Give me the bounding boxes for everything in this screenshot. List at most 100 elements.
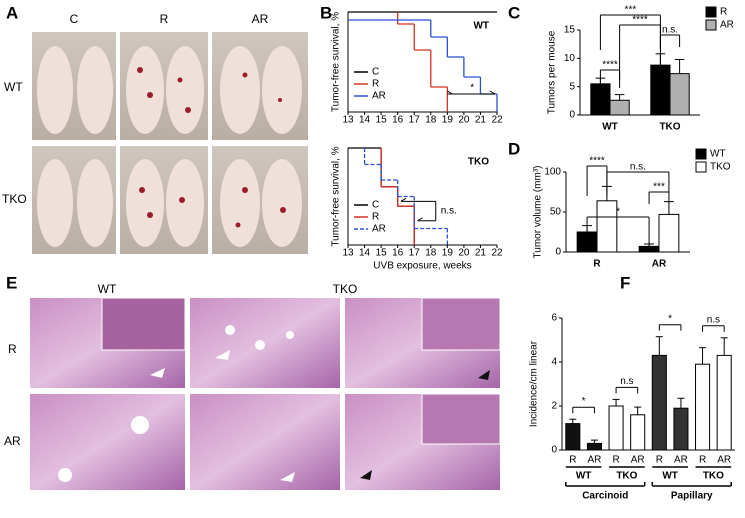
x-tick-label: WT: [602, 122, 618, 133]
x-tick-label: 15: [376, 248, 388, 259]
legend-label: C: [372, 67, 379, 78]
bar: [638, 245, 660, 253]
x-tick-label: 15: [376, 115, 388, 126]
annotation: *: [470, 83, 474, 94]
x-tick-label: 14: [359, 115, 371, 126]
x-tick-label: 21: [475, 248, 487, 259]
x-tick-label: AR: [674, 455, 688, 466]
annotation: *: [616, 207, 620, 218]
group-label: TKO: [703, 471, 724, 482]
x-tick-label: 22: [491, 115, 503, 126]
annotation: ***: [625, 5, 637, 16]
group-label: WT: [576, 471, 592, 482]
x-tick-label: R: [569, 455, 576, 466]
row-label: WT: [4, 80, 23, 94]
mouse-photos: [32, 32, 308, 254]
x-tick-label: 18: [425, 115, 437, 126]
column-label: AR: [252, 12, 269, 26]
column-label: WT: [98, 282, 117, 296]
y-tick-label: 0: [569, 110, 575, 121]
x-tick-label: 16: [392, 115, 404, 126]
bar: [651, 354, 667, 451]
row-label: R: [8, 342, 17, 356]
legend-label: AR: [372, 224, 386, 235]
annotation: n.s.: [662, 25, 678, 36]
column-label: R: [160, 12, 169, 26]
bar: [630, 414, 646, 451]
legend-label: AR: [372, 91, 386, 102]
bar: [716, 354, 732, 451]
legend-label: R: [372, 79, 379, 90]
legend-label: R: [372, 212, 379, 223]
arrow-head: [400, 197, 407, 202]
annotation: ****: [632, 15, 648, 26]
x-axis-label: UVB exposure, weeks: [373, 261, 471, 272]
bar: [673, 407, 689, 451]
y-axis-label: Tumor volume (mm³): [533, 166, 544, 259]
column-label: C: [70, 12, 79, 26]
x-tick-label: 14: [359, 248, 371, 259]
bar: [608, 405, 624, 451]
annotation: n.s.: [630, 162, 646, 173]
photo-labels: C R AR WT TKO WT TKO R AR: [2, 12, 357, 448]
x-tick-label: R: [612, 455, 619, 466]
bar: [590, 83, 611, 116]
y-tick-label: 10: [564, 53, 576, 64]
arrow-head: [489, 90, 496, 95]
x-tick-label: 20: [458, 115, 470, 126]
annotation: n.s: [620, 376, 633, 387]
y-tick-label: 6: [551, 313, 557, 324]
y-tick-label: 100: [544, 167, 561, 178]
x-tick-label: 20: [458, 248, 470, 259]
panel-label: D: [508, 139, 520, 158]
x-tick-label: 18: [425, 248, 437, 259]
arrow-head: [417, 217, 423, 222]
x-tick-label: 19: [442, 248, 454, 259]
x-tick-label: AR: [631, 455, 645, 466]
legend-label: AR: [720, 20, 734, 31]
column-label: TKO: [333, 282, 358, 296]
chart-title: TKO: [468, 157, 489, 168]
y-axis-label: Incidence/cm linear: [529, 340, 540, 427]
panel-label: E: [6, 273, 17, 292]
y-tick-label: 2: [551, 401, 557, 412]
panel-label: B: [320, 3, 332, 22]
arrow-head: [447, 90, 453, 95]
bar: [695, 363, 711, 451]
x-tick-label: 16: [392, 248, 404, 259]
x-tick-label: TKO: [659, 122, 680, 133]
annotation: *: [668, 313, 672, 324]
y-axis-label: Tumors per mouse: [547, 30, 558, 114]
supergroup-label: Papillary: [671, 491, 713, 502]
annotation: ****: [589, 156, 605, 167]
y-tick-label: 0: [551, 445, 557, 456]
bar: [669, 73, 690, 116]
supergroup-label: Carcinoid: [582, 491, 628, 502]
x-tick-label: 17: [409, 115, 421, 126]
panel-labels: A B C D E F: [6, 3, 630, 292]
x-tick-label: 19: [442, 115, 454, 126]
row-label: TKO: [2, 192, 27, 206]
bar: [658, 213, 680, 253]
legend-label: WT: [710, 149, 726, 160]
y-tick-label: 5: [569, 81, 575, 92]
legend-swatch: [705, 19, 717, 31]
y-tick-label: 4: [551, 357, 557, 368]
bar: [609, 99, 630, 116]
panel-label: F: [620, 273, 630, 292]
panel-label: A: [6, 3, 18, 22]
annotation: ***: [653, 182, 665, 193]
row-label: AR: [4, 434, 21, 448]
x-tick-label: 22: [491, 248, 503, 259]
chart-title: WT: [473, 21, 489, 32]
x-tick-label: 21: [475, 115, 487, 126]
bar: [565, 423, 581, 451]
x-tick-label: R: [699, 455, 706, 466]
legend-label: R: [720, 7, 727, 18]
legend-swatch: [695, 148, 707, 160]
histology-images: [30, 297, 501, 490]
group-label: TKO: [616, 471, 637, 482]
x-tick-label: AR: [717, 455, 731, 466]
group-label: WT: [662, 471, 678, 482]
